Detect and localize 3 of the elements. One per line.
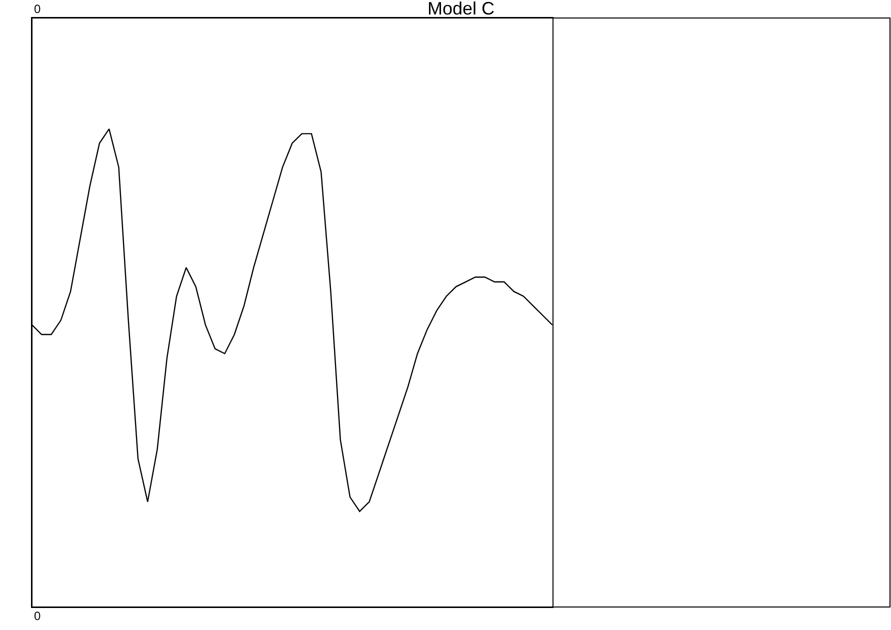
chart-title: Model C bbox=[427, 0, 495, 18]
text: 0 bbox=[34, 609, 41, 623]
text: 0 bbox=[34, 2, 41, 16]
